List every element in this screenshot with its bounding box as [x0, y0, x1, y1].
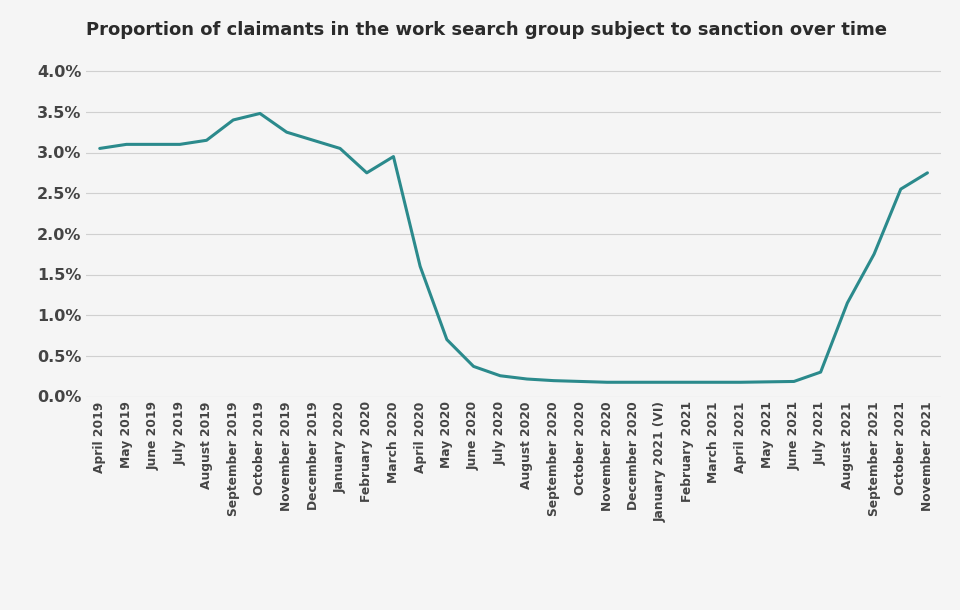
Text: Proportion of claimants in the work search group subject to sanction over time: Proportion of claimants in the work sear…: [86, 21, 887, 40]
